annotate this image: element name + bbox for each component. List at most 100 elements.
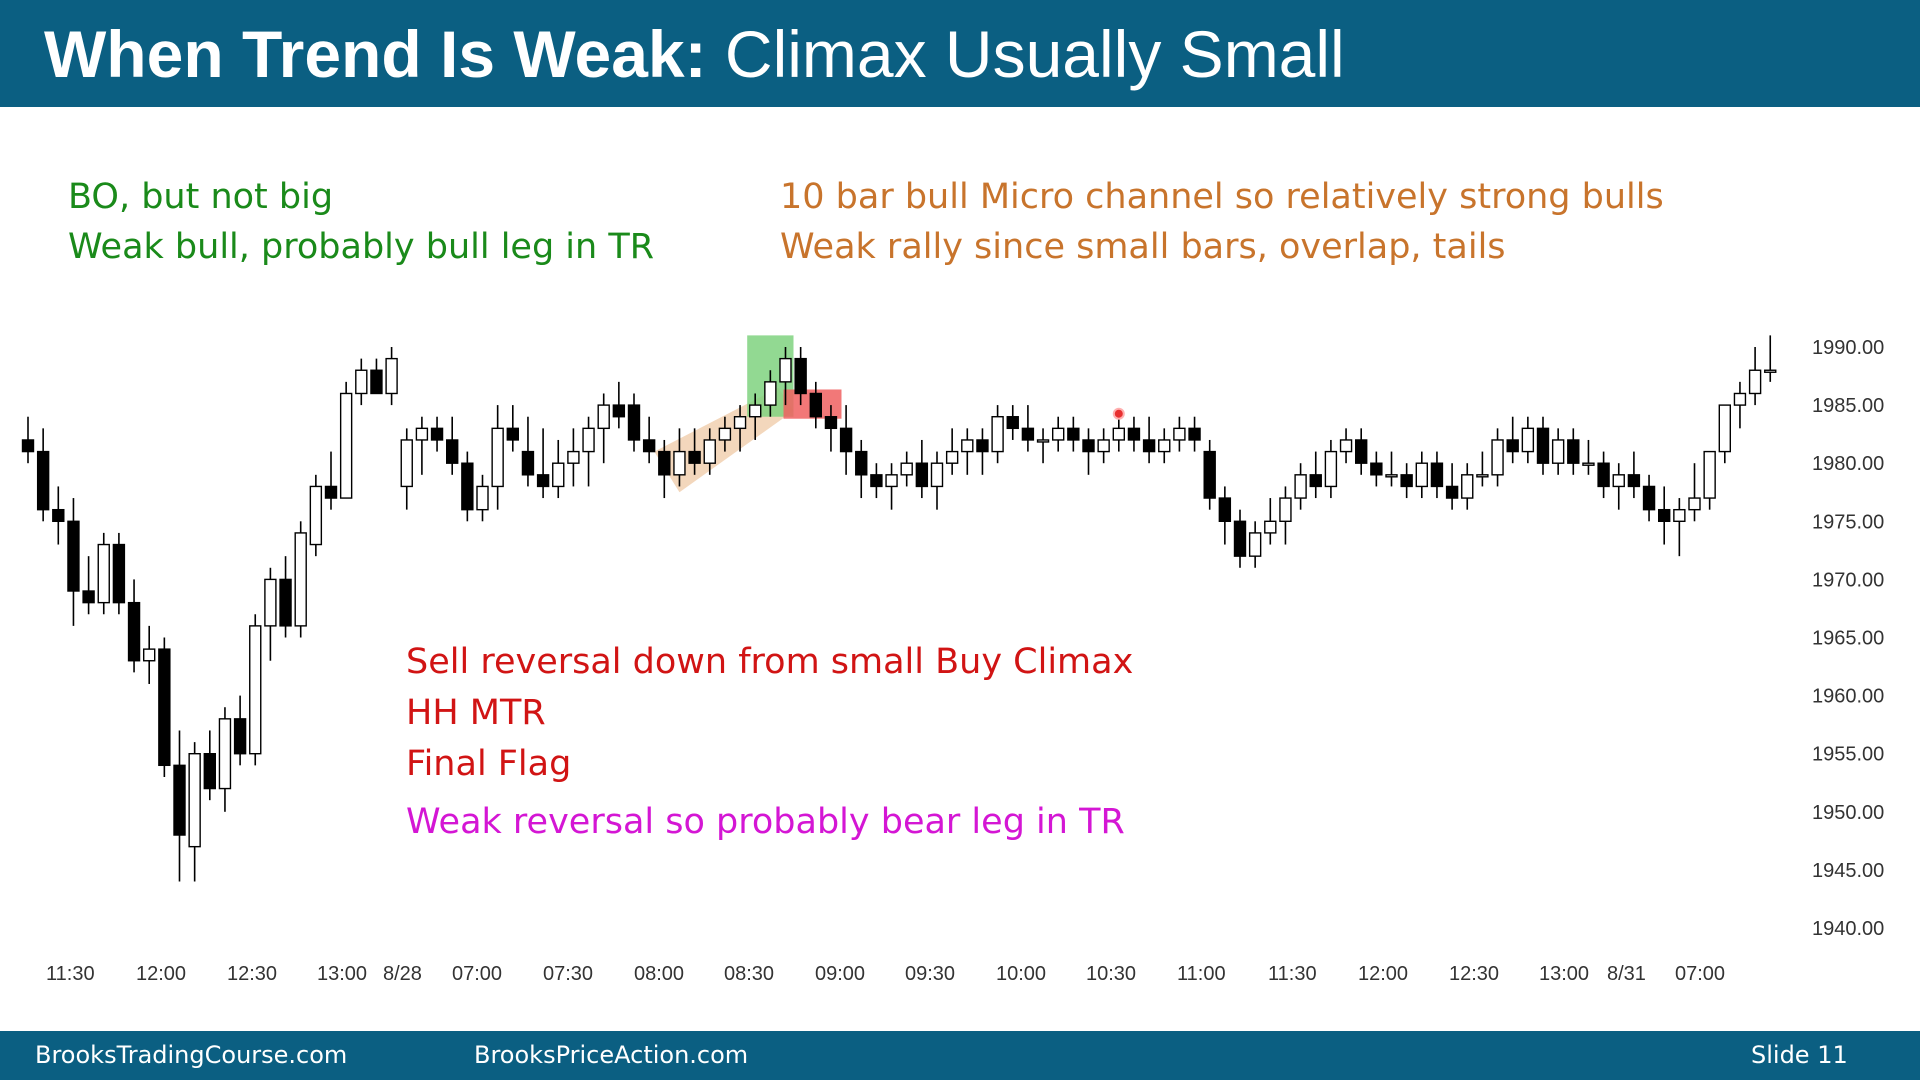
bull-candle — [264, 578, 277, 627]
bull-candle — [1173, 427, 1186, 441]
y-tick-label: 1990.00 — [1812, 337, 1884, 359]
x-tick-label: 09:30 — [905, 963, 955, 985]
bull-candle — [1294, 474, 1307, 499]
x-tick-label: 11:30 — [46, 963, 95, 985]
bull-candle — [597, 404, 610, 430]
annotation-red-3: Final Flag — [406, 744, 572, 784]
bull-candle — [309, 485, 323, 546]
header-bar: When Trend Is Weak: Climax Usually Small — [0, 0, 1920, 107]
bear-candle — [627, 404, 641, 441]
bear-candle — [1309, 474, 1322, 488]
bull-candle — [779, 357, 792, 383]
y-tick-label: 1945.00 — [1812, 860, 1884, 882]
bear-candle — [642, 439, 656, 453]
bull-candle — [1158, 439, 1171, 453]
candlestick-chart: 1990.00 1985.00 1980.00 1975.00 1970.00 1965.… — [21, 335, 1884, 985]
bull-candle — [1703, 450, 1716, 499]
bear-candle — [173, 764, 186, 836]
signal-marker — [1112, 407, 1125, 420]
bull-candle — [991, 416, 1004, 453]
bear-candle — [658, 450, 671, 476]
bear-candle — [1021, 427, 1035, 441]
annotation-green-1: BO, but not big — [68, 177, 334, 217]
bear-candle — [536, 474, 550, 488]
bull-candle — [1385, 474, 1398, 478]
bull-candle — [1248, 532, 1262, 557]
x-tick-label: 07:00 — [452, 963, 502, 985]
x-tick-label: 10:00 — [996, 963, 1046, 985]
footer-bar: BrooksTradingCourse.com BrooksPriceActio… — [0, 1031, 1920, 1080]
slide-title-bold: When Trend Is Weak: — [44, 17, 707, 91]
x-tick-label: 8/31 — [1607, 963, 1646, 985]
bear-candle — [1203, 450, 1216, 499]
bear-candle — [1445, 485, 1459, 499]
bull-candle — [1036, 439, 1050, 443]
bull-candle — [339, 392, 353, 499]
x-tick-label: 12:30 — [1449, 963, 1499, 985]
bear-candle — [824, 416, 838, 430]
bull-candle — [1279, 497, 1292, 522]
bull-candle — [885, 474, 898, 488]
bull-candle — [1733, 392, 1747, 406]
annotation-green-2: Weak bull, probably bull leg in TR — [68, 227, 655, 267]
x-tick-label: 12:30 — [227, 963, 277, 985]
bull-candle — [1521, 427, 1535, 453]
bear-candle — [1006, 416, 1019, 430]
footer-middle-link[interactable]: BrooksPriceAction.com — [474, 1041, 749, 1069]
bear-candle — [1567, 439, 1580, 464]
bull-candle — [1264, 520, 1277, 534]
bull-candle — [567, 450, 580, 464]
bull-candle — [1461, 474, 1474, 499]
x-tick-label: 11:00 — [1177, 963, 1226, 985]
x-tick-label: 13:00 — [1539, 963, 1589, 985]
bull-candle — [1612, 474, 1625, 488]
x-tick-label: 13:00 — [317, 963, 367, 985]
bear-candle — [1082, 439, 1095, 453]
y-tick-label: 1980.00 — [1812, 453, 1884, 475]
annotation-magenta-1: Weak reversal so probably bear leg in TR — [406, 802, 1125, 842]
bear-candle — [1188, 427, 1201, 441]
bull-candle — [961, 439, 974, 453]
bull-candle — [385, 357, 398, 395]
bear-candle — [855, 450, 868, 476]
bear-candle — [1627, 474, 1641, 488]
bear-candle — [203, 753, 217, 790]
annotation-orange-1: 10 bar bull Micro channel so relatively … — [780, 177, 1664, 217]
bear-candle — [839, 427, 853, 453]
x-tick-label: 09:00 — [815, 963, 865, 985]
bull-candle — [1764, 369, 1777, 373]
bull-candle — [1688, 497, 1701, 511]
bull-candle — [764, 381, 777, 406]
bear-candle — [127, 601, 141, 662]
bear-candle — [1218, 497, 1232, 522]
bull-candle — [1112, 427, 1126, 441]
bear-candle — [1127, 427, 1141, 441]
bull-candle — [1551, 439, 1565, 464]
bear-candle — [233, 718, 247, 755]
annotation-red-2: HH MTR — [406, 693, 546, 733]
slide-title-rest: Climax Usually Small — [724, 17, 1345, 91]
bull-candle — [1415, 462, 1429, 488]
bear-candle — [324, 485, 338, 499]
bull-candle — [1582, 462, 1595, 466]
y-tick-label: 1970.00 — [1812, 569, 1884, 591]
bear-candle — [158, 648, 171, 767]
bear-candle — [279, 578, 292, 627]
annotation-red-1: Sell reversal down from small Buy Climax — [406, 642, 1134, 682]
footer-left-link[interactable]: BrooksTradingCourse.com — [35, 1041, 348, 1069]
bear-candle — [521, 450, 535, 476]
annotation-orange-2: Weak rally since small bars, overlap, ta… — [780, 227, 1506, 267]
y-tick-label: 1985.00 — [1812, 395, 1884, 417]
x-tick-label: 11:30 — [1268, 963, 1317, 985]
bear-candle — [1597, 462, 1610, 488]
bear-candle — [794, 357, 807, 395]
bear-candle — [688, 450, 701, 464]
bull-candle — [1491, 439, 1504, 476]
bear-candle — [915, 462, 929, 488]
bear-candle — [67, 520, 80, 592]
bull-candle — [218, 718, 232, 790]
bull-candle — [945, 450, 959, 464]
bear-candle — [1536, 427, 1550, 464]
bear-candle — [1506, 439, 1519, 453]
bull-candle — [400, 439, 413, 488]
